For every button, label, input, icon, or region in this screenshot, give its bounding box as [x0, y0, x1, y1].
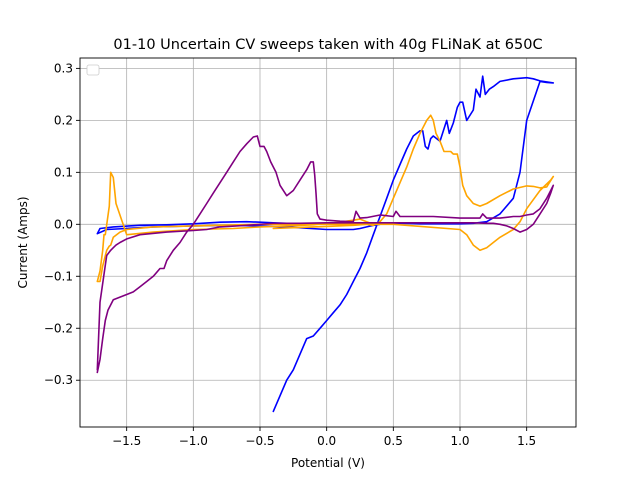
ticks: −1.5 −1.0 −0.5 0.0 0.5 1.0 1.5 −0.3 −0.2 −0.1 0.0 0…: [44, 61, 536, 448]
y-tick-label: 0.3: [54, 61, 73, 75]
series-group: [96, 75, 555, 413]
series-line-1: [96, 75, 555, 413]
x-tick-label: 1.5: [517, 434, 536, 448]
y-tick-label: −0.1: [44, 269, 73, 283]
x-tick-label: −1.5: [112, 434, 141, 448]
chart-title: 01-10 Uncertain CV sweeps taken with 40g…: [113, 37, 542, 53]
x-tick-label: 1.0: [450, 434, 469, 448]
y-tick-label: 0.2: [54, 113, 73, 127]
series-line-3: [96, 135, 555, 374]
axes-frame: [79, 57, 577, 428]
y-tick-label: −0.2: [44, 321, 73, 335]
y-axis-label: Current (Amps): [16, 196, 30, 288]
series-line-2: [96, 114, 555, 283]
y-tick-label: 0.0: [54, 217, 73, 231]
x-tick-label: 0.5: [384, 434, 403, 448]
legend-box: [86, 64, 100, 76]
x-tick-label: −0.5: [245, 434, 274, 448]
x-tick-label: −1.0: [179, 434, 208, 448]
x-tick-label: 0.0: [317, 434, 336, 448]
y-tick-label: 0.1: [54, 165, 73, 179]
y-tick-label: −0.3: [44, 373, 73, 387]
x-axis-label: Potential (V): [291, 456, 365, 470]
